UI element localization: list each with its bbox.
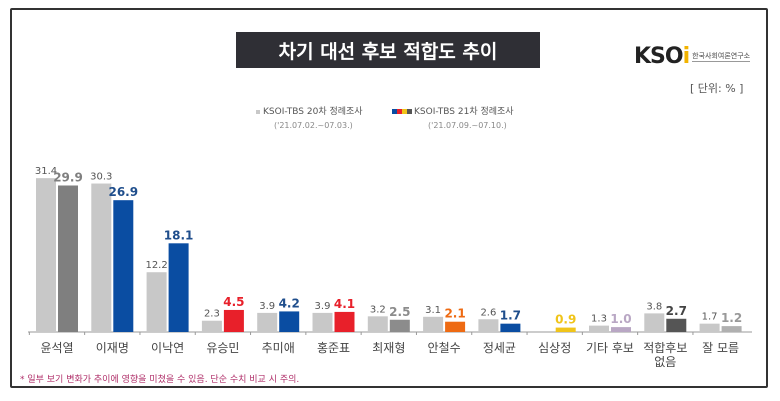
data-label: 1.7 <box>702 312 718 323</box>
data-label: 3.9 <box>315 301 331 312</box>
data-label: 18.1 <box>164 228 194 242</box>
bar <box>666 318 687 332</box>
category-label: 추미애 <box>262 341 295 355</box>
data-label: 4.2 <box>279 296 300 310</box>
data-label: 12.2 <box>145 260 167 271</box>
bar <box>423 316 444 332</box>
bar <box>36 178 56 332</box>
bar <box>58 185 78 332</box>
category-label: 이낙연 <box>151 341 184 355</box>
bar <box>279 311 300 332</box>
legend-period: ('21.07.02.~07.03.) <box>274 121 353 130</box>
bar <box>555 327 576 332</box>
legend-item-21: KSOI-TBS 21차 정례조사 ('21.07.09.~07.10.) <box>392 104 514 130</box>
category-label: 적합후보 <box>643 341 687 355</box>
data-label: 1.2 <box>721 311 742 325</box>
bar <box>611 327 631 332</box>
data-label: 26.9 <box>108 185 138 199</box>
data-label: 4.5 <box>223 295 244 309</box>
data-label: 3.8 <box>646 301 662 312</box>
data-label: 4.1 <box>334 297 355 311</box>
bar <box>113 200 134 332</box>
data-label: 2.1 <box>444 307 465 321</box>
legend-period: ('21.07.09.~07.10.) <box>428 121 507 130</box>
bar <box>478 319 499 332</box>
footnote: * 일부 보기 변화가 추이에 영향을 미쳤을 수 있음. 단순 수치 비교 시… <box>20 375 300 385</box>
category-label: 윤석열 <box>40 341 73 355</box>
data-label: 0.9 <box>555 313 576 327</box>
category-label: 없음 <box>654 355 676 369</box>
bar <box>334 311 355 332</box>
bar <box>146 272 167 332</box>
data-label: 2.5 <box>389 305 410 319</box>
bar <box>312 312 333 332</box>
bar <box>699 323 720 332</box>
data-label: 3.9 <box>259 301 275 312</box>
bar <box>721 326 742 332</box>
bar <box>445 321 466 332</box>
ksoi-logo: KSOi 한국사회여론연구소 <box>634 44 751 69</box>
unit-label: [ 단위: % ] <box>690 82 744 95</box>
category-label: 정세균 <box>483 341 516 355</box>
bar <box>223 309 244 332</box>
category-label: 유승민 <box>206 341 239 355</box>
bar <box>168 243 189 332</box>
bar <box>389 319 410 332</box>
data-label: 1.0 <box>610 312 631 326</box>
legend-label: KSOI-TBS 21차 정례조사 <box>414 107 514 117</box>
category-label: 최재형 <box>372 341 405 355</box>
bar <box>644 313 665 332</box>
category-label: 이재명 <box>96 341 129 355</box>
category-label: 홍준표 <box>317 341 350 355</box>
category-label: 안철수 <box>428 341 461 355</box>
bar <box>500 323 521 332</box>
data-label: 2.7 <box>666 304 687 318</box>
data-label: 3.2 <box>370 304 386 315</box>
data-label: 2.6 <box>480 307 496 318</box>
data-label: 30.3 <box>90 172 112 183</box>
data-label: 3.1 <box>425 305 441 316</box>
data-label: 1.3 <box>591 314 607 325</box>
chart-title: 차기 대선 후보 적합도 추이 <box>236 32 540 68</box>
bar <box>257 312 278 332</box>
category-label: 심상정 <box>538 341 571 355</box>
logo-subtitle: 한국사회여론연구소 <box>692 52 751 62</box>
legend-item-20: KSOI-TBS 20차 정례조사 ('21.07.02.~07.03.) <box>256 104 363 130</box>
data-label: 31.4 <box>35 166 57 177</box>
bar <box>201 320 222 332</box>
bar <box>91 183 112 332</box>
category-label: 잘 모름 <box>702 341 739 355</box>
legend-label: KSOI-TBS 20차 정례조사 <box>263 107 363 117</box>
data-label: 2.3 <box>204 309 220 320</box>
data-label: 29.9 <box>53 170 83 184</box>
bar <box>367 316 388 332</box>
category-label: 기타 후보 <box>586 341 634 355</box>
chart-frame <box>10 8 768 388</box>
data-label: 1.7 <box>500 309 521 323</box>
bar <box>589 325 609 332</box>
